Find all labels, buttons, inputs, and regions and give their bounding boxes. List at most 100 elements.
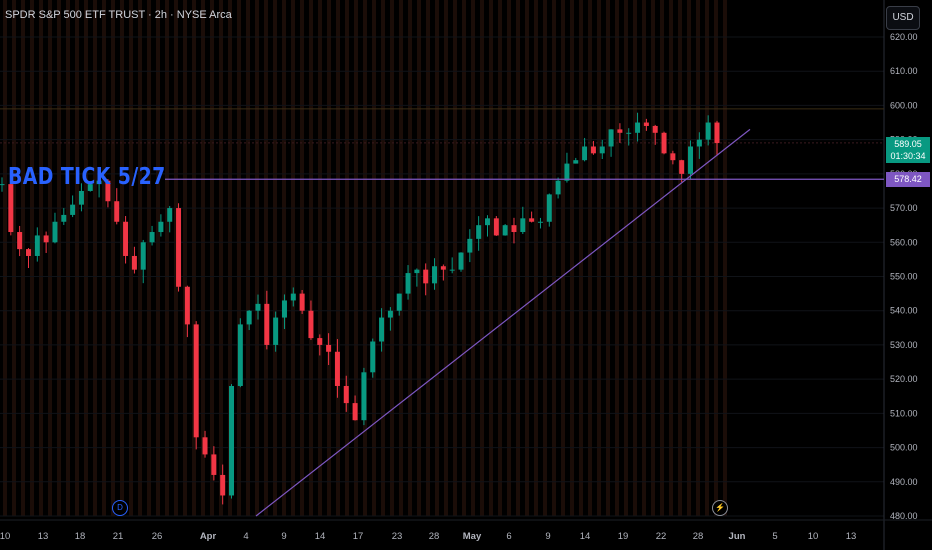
session-band bbox=[129, 0, 133, 516]
session-band bbox=[282, 0, 286, 516]
x-tick-label: 10 bbox=[808, 531, 819, 542]
session-band bbox=[318, 0, 322, 516]
candle-body bbox=[202, 437, 208, 455]
session-band bbox=[156, 0, 160, 516]
session-band bbox=[516, 0, 520, 516]
candle-body bbox=[158, 221, 164, 233]
session-band bbox=[606, 0, 610, 516]
candle-body bbox=[70, 204, 76, 215]
candle-body bbox=[502, 225, 508, 236]
session-band bbox=[480, 0, 484, 516]
session-band bbox=[174, 0, 178, 516]
candle-body bbox=[246, 310, 252, 325]
currency-button[interactable]: USD bbox=[886, 6, 920, 30]
candle-body bbox=[176, 208, 182, 287]
session-band bbox=[111, 0, 115, 516]
candle-body bbox=[149, 232, 155, 243]
candle-body bbox=[87, 184, 93, 191]
candle-body bbox=[0, 184, 5, 186]
session-band bbox=[309, 0, 313, 516]
session-band bbox=[354, 0, 358, 516]
session-band bbox=[210, 0, 214, 516]
session-band bbox=[705, 0, 709, 516]
session-band bbox=[570, 0, 574, 516]
session-band bbox=[219, 0, 223, 516]
y-tick-label: 610.00 bbox=[890, 66, 918, 76]
x-tick-label: 9 bbox=[545, 531, 550, 542]
y-tick-label: 540.00 bbox=[890, 306, 918, 316]
candle-body bbox=[440, 266, 446, 270]
session-band bbox=[543, 0, 547, 516]
candle-body bbox=[8, 184, 14, 233]
x-tick-label: 26 bbox=[152, 531, 163, 542]
candle-body bbox=[555, 180, 561, 195]
candle-body bbox=[423, 269, 429, 284]
candle-body bbox=[25, 249, 31, 256]
y-tick-label: 620.00 bbox=[890, 32, 918, 42]
y-tick-label: 570.00 bbox=[890, 203, 918, 213]
session-band bbox=[102, 0, 106, 516]
session-band bbox=[561, 0, 565, 516]
candle-body bbox=[635, 122, 641, 133]
candle-body bbox=[123, 221, 129, 256]
session-band bbox=[453, 0, 457, 516]
x-tick-label: Apr bbox=[200, 531, 217, 542]
session-band bbox=[345, 0, 349, 516]
session-band bbox=[57, 0, 61, 516]
candle-body bbox=[546, 194, 552, 222]
session-band bbox=[12, 0, 16, 516]
session-band bbox=[336, 0, 340, 516]
dividend-event-icon[interactable]: D bbox=[112, 500, 128, 516]
candle-body bbox=[34, 235, 40, 256]
session-band bbox=[165, 0, 169, 516]
candle-body bbox=[458, 252, 464, 270]
earnings-event-icon[interactable]: ⚡ bbox=[712, 500, 728, 516]
candle-body bbox=[520, 218, 526, 233]
candle-body bbox=[264, 303, 270, 345]
session-band bbox=[48, 0, 52, 516]
y-tick-label: 480.00 bbox=[890, 511, 918, 521]
session-band bbox=[615, 0, 619, 516]
session-band bbox=[120, 0, 124, 516]
session-band bbox=[183, 0, 187, 516]
session-band bbox=[363, 0, 367, 516]
candle-body bbox=[626, 132, 632, 134]
last-price-value: 589.05 bbox=[894, 139, 922, 149]
candle-body bbox=[476, 225, 482, 239]
session-band bbox=[471, 0, 475, 516]
x-tick-label: 13 bbox=[38, 531, 49, 542]
candle-body bbox=[396, 293, 402, 311]
candle-body bbox=[511, 225, 517, 233]
candle-body bbox=[537, 221, 543, 223]
x-tick-label: 28 bbox=[429, 531, 440, 542]
session-band bbox=[246, 0, 250, 516]
candle-body bbox=[140, 242, 146, 270]
session-band bbox=[300, 0, 304, 516]
candle-body bbox=[211, 454, 217, 475]
x-tick-label: 13 bbox=[846, 531, 857, 542]
candle-body bbox=[334, 351, 340, 386]
session-band bbox=[138, 0, 142, 516]
candle-body bbox=[582, 146, 588, 161]
session-band bbox=[84, 0, 88, 516]
session-band bbox=[444, 0, 448, 516]
last-price-badge: 589.05 01:30:34 bbox=[886, 137, 930, 163]
session-band bbox=[75, 0, 79, 516]
session-band bbox=[147, 0, 151, 516]
candle-body bbox=[714, 122, 720, 144]
session-band bbox=[714, 0, 718, 516]
session-band bbox=[93, 0, 97, 516]
session-band bbox=[372, 0, 376, 516]
x-tick-label: 9 bbox=[281, 531, 286, 542]
candle-body bbox=[193, 324, 199, 438]
session-band bbox=[642, 0, 646, 516]
candle-body bbox=[308, 310, 314, 339]
candle-body bbox=[493, 218, 499, 236]
candle-body bbox=[564, 163, 570, 181]
candle-body bbox=[273, 317, 279, 345]
session-band bbox=[525, 0, 529, 516]
symbol-title: SPDR S&P 500 ETF TRUST · 2h · NYSE Arca bbox=[5, 9, 232, 21]
candle-body bbox=[317, 338, 323, 345]
session-band bbox=[39, 0, 43, 516]
